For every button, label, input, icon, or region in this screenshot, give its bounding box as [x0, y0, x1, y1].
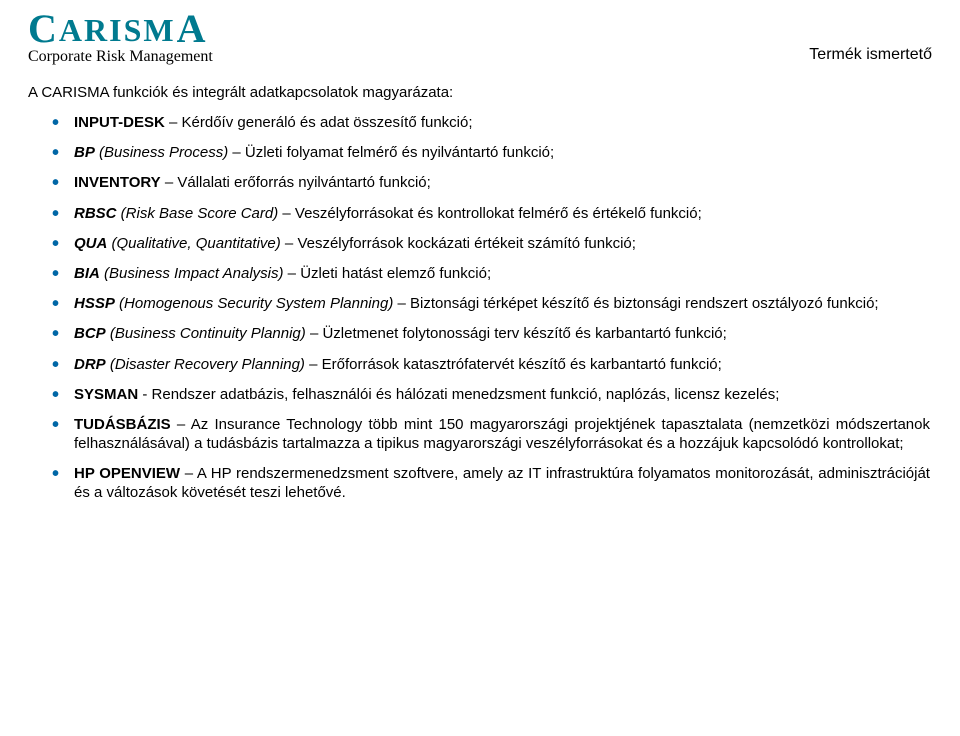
list-item: RBSC (Risk Base Score Card) – Veszélyfor…	[74, 204, 932, 223]
list-item: TUDÁSBÁZIS – Az Insurance Technology töb…	[74, 415, 932, 453]
list-item: INPUT-DESK – Kérdőív generáló és adat ös…	[74, 113, 932, 132]
list-item: BP (Business Process) – Üzleti folyamat …	[74, 143, 932, 162]
function-list: INPUT-DESK – Kérdőív generáló és adat ös…	[28, 113, 932, 503]
list-item: DRP (Disaster Recovery Planning) – Erőfo…	[74, 355, 932, 374]
logo-subtitle: Corporate Risk Management	[28, 48, 213, 66]
logo-block: CARISMA Corporate Risk Management	[28, 12, 213, 66]
list-item: SYSMAN - Rendszer adatbázis, felhasználó…	[74, 385, 932, 404]
list-item: HSSP (Homogenous Security System Plannin…	[74, 294, 932, 313]
list-item: INVENTORY – Vállalati erőforrás nyilvánt…	[74, 173, 932, 192]
list-item: QUA (Qualitative, Quantitative) – Veszél…	[74, 234, 932, 253]
intro-text: A CARISMA funkciók és integrált adatkapc…	[28, 84, 932, 101]
page-header: CARISMA Corporate Risk Management Termék…	[28, 12, 932, 66]
logo-text: CARISMA	[28, 12, 213, 46]
list-item: BCP (Business Continuity Plannig) – Üzle…	[74, 324, 932, 343]
header-right-label: Termék ismertető	[809, 46, 932, 66]
list-item: BIA (Business Impact Analysis) – Üzleti …	[74, 264, 932, 283]
list-item: HP OPENVIEW – A HP rendszermenedzsment s…	[74, 464, 932, 502]
